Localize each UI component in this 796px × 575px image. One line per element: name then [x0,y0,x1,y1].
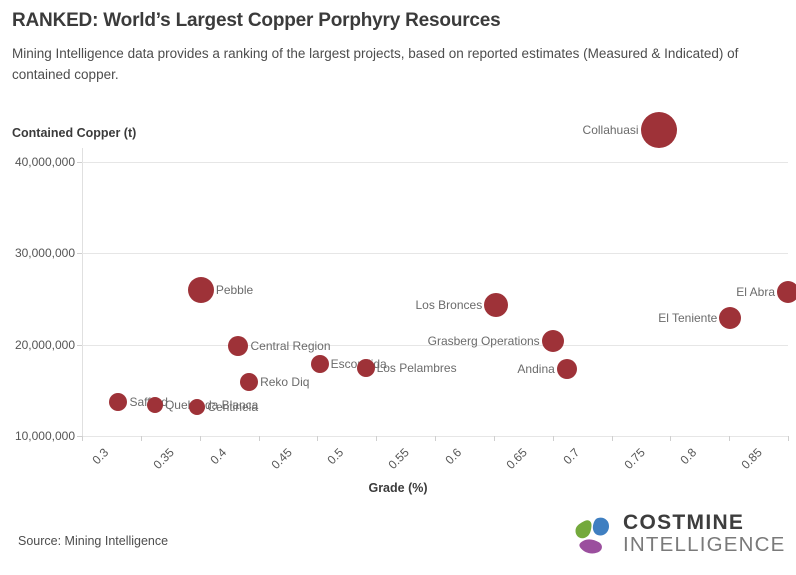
x-tick-label: 0.35 [150,445,177,472]
x-tick-mark [670,436,672,441]
y-tick-mark [77,344,82,346]
data-point-bubble[interactable] [187,276,214,303]
x-tick-mark [258,436,260,441]
logo-line-2: INTELLIGENCE [623,533,786,556]
data-point-bubble[interactable] [228,336,249,357]
x-tick-label: 0.65 [503,445,530,472]
data-point-label: Andina [517,362,555,377]
x-tick-label: 0.85 [738,445,766,472]
x-tick-mark [376,436,378,441]
data-point-label: Collahuasi [582,122,639,137]
x-tick-label: 0.3 [89,445,112,468]
data-point-bubble[interactable] [146,396,163,413]
data-point-bubble[interactable] [777,280,796,303]
y-axis-title: Contained Copper (t) [12,126,137,140]
data-point-bubble[interactable] [109,393,128,412]
data-point-bubble[interactable] [310,354,329,373]
costmine-logo-text: COSTMINE INTELLIGENCE [623,512,786,556]
y-tick-label: 20,000,000 [14,337,75,352]
x-tick-mark [611,436,613,441]
x-tick-label: 0.7 [560,445,582,468]
y-tick-mark [77,436,82,437]
x-tick-mark [317,436,319,441]
source-note: Source: Mining Intelligence [18,534,169,548]
data-point-bubble[interactable] [719,307,742,330]
costmine-logo: COSTMINE INTELLIGENCE [570,512,786,556]
data-point-label: Los Pelambres [376,361,457,376]
data-point-bubble[interactable] [484,293,509,318]
y-tick-mark [77,161,82,163]
x-tick-mark [552,436,554,441]
data-point-label: Pebble [215,282,254,297]
x-tick-mark [140,436,142,441]
costmine-mark-icon [575,517,610,554]
y-gridline [82,161,788,163]
data-point-label: Grasberg Operations [427,333,540,348]
x-tick-mark [82,436,83,441]
data-point-bubble[interactable] [556,359,577,380]
y-tick-label: 10,000,000 [14,429,75,443]
data-point-label: Central Region [250,339,331,354]
x-axis-title: Grade (%) [368,481,428,495]
x-tick-mark [788,436,789,441]
page-subtitle: Mining Intelligence data provides a rank… [12,46,739,82]
y-gridline [82,344,788,346]
x-tick-mark [199,436,201,441]
logo-line-1: COSTMINE [623,511,745,534]
data-point-label: Los Bronces [415,298,483,313]
x-tick-mark [729,436,731,441]
x-tick-mark [435,436,436,441]
x-tick-label: 0.75 [620,445,648,472]
y-axis-line [82,148,83,436]
y-tick-mark [77,253,82,255]
x-tick-label: 0.8 [677,445,700,468]
data-point-bubble[interactable] [189,398,206,415]
data-point-label: Quebrada Blanca [164,397,259,412]
data-point-bubble[interactable] [541,329,564,352]
data-point-label: El Teniente [658,311,718,326]
data-point-label: Centinela [207,399,259,414]
data-point-bubble[interactable] [356,359,375,378]
x-tick-label: 0.4 [207,445,229,468]
scatter-plot-area: 10,000,000 20,000,000 30,000,000 40,000,000… [15,111,796,472]
x-tick-mark [493,436,495,441]
x-tick-label: 0.6 [442,445,465,468]
data-point-bubble[interactable] [640,111,677,148]
page-title: RANKED: World’s Largest Copper Porphyry … [12,10,501,31]
x-tick-label: 0.55 [385,445,413,472]
data-point-label: Reko Diq [260,375,310,390]
x-tick-label: 0.45 [267,445,295,472]
y-gridline [82,253,788,255]
data-point-label: El Abra [736,284,775,299]
y-tick-label: 30,000,000 [14,246,75,261]
y-tick-label: 40,000,000 [14,154,75,169]
x-tick-label: 0.5 [324,445,347,468]
data-point-bubble[interactable] [240,373,259,392]
